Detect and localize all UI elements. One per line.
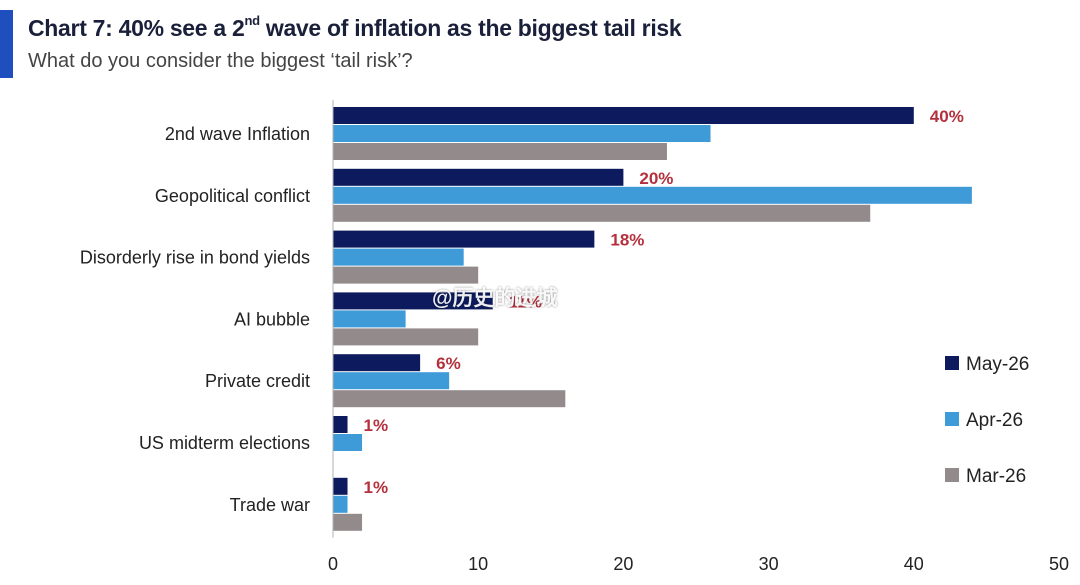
bar-apr-26-5 <box>333 434 363 451</box>
x-tick-label: 40 <box>904 554 924 574</box>
bars-group <box>333 107 972 531</box>
title-superscript: nd <box>244 13 260 29</box>
category-label: Trade war <box>230 495 310 515</box>
category-label: Geopolitical conflict <box>155 186 310 206</box>
x-tick-label: 0 <box>328 554 338 574</box>
x-axis-ticks: 0 10 20 30 40 50 <box>328 554 1069 574</box>
bar-apr-26-4 <box>333 372 450 390</box>
data-label: 20% <box>639 169 673 188</box>
bar-mar-26-1 <box>333 204 871 222</box>
bar-mar-26-3 <box>333 328 479 346</box>
bar-mar-26-6 <box>333 513 363 531</box>
bar-mar-26-4 <box>333 390 566 408</box>
data-label: 1% <box>364 416 389 435</box>
category-label: AI bubble <box>234 309 310 329</box>
bar-apr-26-3 <box>333 310 406 328</box>
legend-swatch <box>945 468 959 482</box>
category-label: 2nd wave Inflation <box>165 124 310 144</box>
category-labels: 2nd wave Inflation Geopolitical conflict D… <box>80 124 310 515</box>
x-tick-label: 20 <box>613 554 633 574</box>
chart-title: Chart 7: 40% see a 2nd wave of inflation… <box>28 13 682 42</box>
bar-may-26-0 <box>333 107 914 124</box>
x-tick-label: 50 <box>1049 554 1069 574</box>
data-label: 40% <box>930 107 964 126</box>
bar-mar-26-0 <box>333 143 667 160</box>
chart-subtitle: What do you consider the biggest ‘tail r… <box>28 50 413 72</box>
legend-swatch <box>945 356 959 370</box>
bar-may-26-5 <box>333 416 348 433</box>
legend-label: Mar-26 <box>966 466 1026 487</box>
bar-apr-26-1 <box>333 186 972 204</box>
x-tick-label: 10 <box>468 554 488 574</box>
bar-may-26-2 <box>333 230 595 248</box>
bar-may-26-4 <box>333 354 421 372</box>
bar-may-26-1 <box>333 168 624 186</box>
title-main: Chart 7: 40% see a 2 <box>28 15 245 41</box>
bar-apr-26-0 <box>333 125 711 142</box>
category-label: US midterm elections <box>139 433 310 453</box>
legend: May-26 Apr-26 Mar-26 <box>945 354 1029 487</box>
data-label: 6% <box>436 354 461 373</box>
category-label: Disorderly rise in bond yields <box>80 248 310 268</box>
bar-may-26-6 <box>333 477 348 495</box>
bar-may-26-3 <box>333 292 493 310</box>
title-rest: wave of inflation as the biggest tail ri… <box>259 15 682 41</box>
legend-label: Apr-26 <box>966 410 1023 431</box>
bar-apr-26-6 <box>333 495 348 513</box>
legend-swatch <box>945 412 959 426</box>
watermark-text: @历史的进城 <box>432 287 558 310</box>
legend-label: May-26 <box>966 354 1029 375</box>
bar-apr-26-2 <box>333 248 464 266</box>
data-labels: 40% 20% 18% 11% 6% 1% 1% <box>364 107 964 497</box>
data-label: 11% <box>509 292 542 311</box>
bar-mar-26-2 <box>333 266 479 284</box>
data-label: 18% <box>610 231 644 250</box>
title-accent-bar <box>0 10 13 78</box>
x-tick-label: 30 <box>759 554 779 574</box>
category-label: Private credit <box>205 371 310 391</box>
data-label: 1% <box>364 478 389 497</box>
